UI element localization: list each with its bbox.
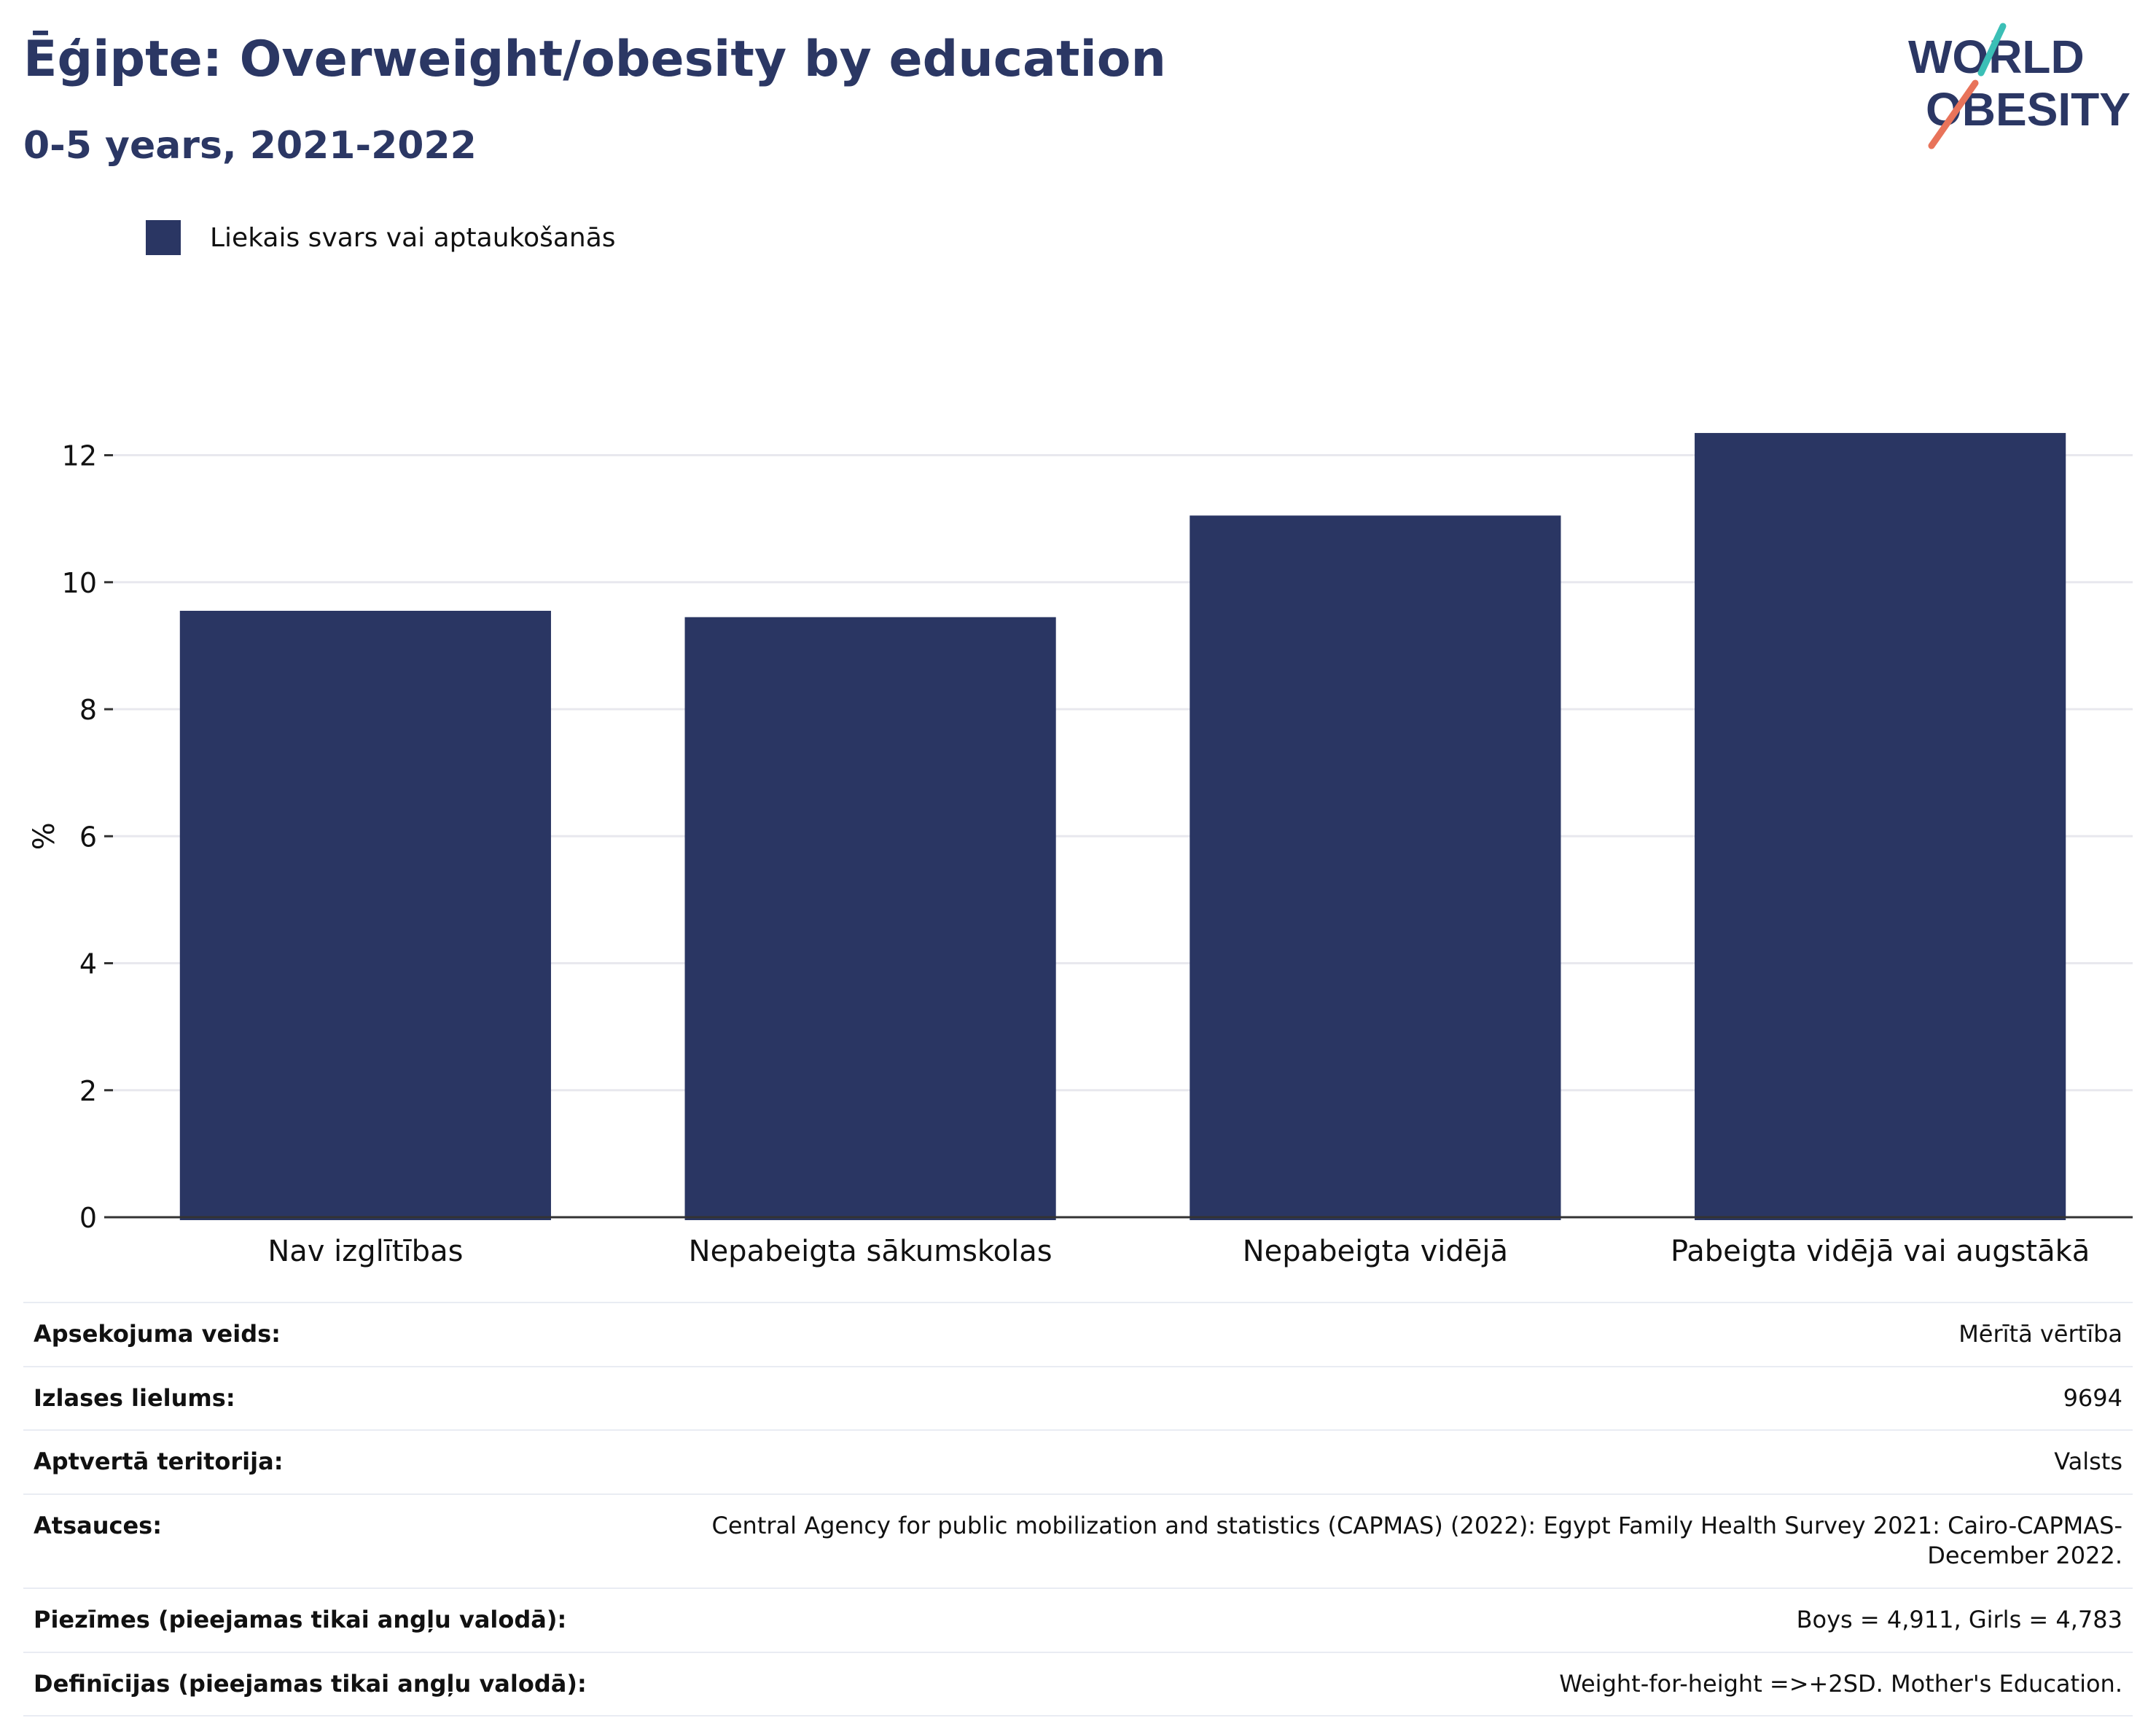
- logo-slash-teal: [1977, 23, 2007, 77]
- chart-subtitle: 0-5 years, 2021-2022: [23, 124, 477, 168]
- info-key: Definīcijas (pieejamas tikai angļu valod…: [23, 1651, 700, 1717]
- y-tick-label: 2: [79, 1075, 97, 1107]
- legend-swatch: [146, 220, 181, 255]
- y-tick-label: 12: [62, 440, 97, 472]
- bar-chart: 0 2 4 6 8 10 12 Nav izglītības Nepabeigta sākum…: [28, 433, 2133, 1268]
- info-row: Atsauces: Central Agency for public mobil…: [23, 1493, 2133, 1588]
- info-row: Apsekojuma veids: Mērītā vērtība: [23, 1302, 2133, 1367]
- y-tick-label: 4: [79, 948, 97, 980]
- bar: [179, 610, 551, 1220]
- info-row: Izlases lielums: 9694: [23, 1365, 2133, 1431]
- x-tick-label: Nav izglītības: [267, 1235, 463, 1268]
- logo-slash-coral: [1928, 79, 1979, 149]
- y-axis-ticks: 0 2 4 6 8 10 12: [62, 440, 113, 1234]
- info-table: Apsekojuma veids: Mērītā vērtība Izlases l…: [23, 1302, 2133, 1717]
- info-row: Definīcijas (pieejamas tikai angļu valod…: [23, 1651, 2133, 1717]
- info-row: Piezīmes (pieejamas tikai angļu valodā):…: [23, 1587, 2133, 1652]
- x-tick-label: Pabeigta vidējā vai augstākā: [1671, 1235, 2090, 1268]
- bar: [684, 617, 1056, 1220]
- info-value: Mērītā vērtība: [700, 1302, 2133, 1367]
- info-key: Apsekojuma veids:: [23, 1302, 700, 1367]
- bar: [1190, 515, 1561, 1220]
- info-value: Weight-for-height =>+2SD. Mother's Educa…: [700, 1651, 2133, 1717]
- info-value: 9694: [700, 1365, 2133, 1431]
- y-tick-label: 8: [79, 694, 97, 726]
- x-tick-label: Nepabeigta sākumskolas: [689, 1235, 1052, 1268]
- info-key: Aptvertā teritorija:: [23, 1429, 700, 1494]
- bar: [1695, 433, 2066, 1221]
- info-value: Valsts: [700, 1429, 2133, 1494]
- legend-label: Liekais svars vai aptaukošanās: [210, 222, 616, 253]
- info-value: Central Agency for public mobilization a…: [700, 1493, 2133, 1588]
- info-key: Atsauces:: [23, 1493, 700, 1588]
- chart-legend[interactable]: Liekais svars vai aptaukošanās: [146, 216, 616, 259]
- x-axis-ticks: Nav izglītības Nepabeigta sākumskolas Nepa…: [267, 1235, 2090, 1268]
- info-row: Aptvertā teritorija: Valsts: [23, 1429, 2133, 1494]
- info-value: Boys = 4,911, Girls = 4,783: [700, 1587, 2133, 1652]
- y-tick-label: 6: [79, 821, 97, 853]
- world-obesity-logo: WORLD OBESITY: [1908, 23, 2130, 149]
- info-key: Izlases lielums:: [23, 1365, 700, 1431]
- chart-title: Ēģipte: Overweight/obesity by education: [23, 31, 1166, 88]
- bars: [179, 433, 2066, 1221]
- y-tick-label: 10: [62, 567, 97, 599]
- info-key: Piezīmes (pieejamas tikai angļu valodā):: [23, 1587, 700, 1652]
- y-axis-label: %: [28, 822, 61, 850]
- x-tick-label: Nepabeigta vidējā: [1243, 1235, 1508, 1268]
- y-tick-label: 0: [79, 1202, 97, 1234]
